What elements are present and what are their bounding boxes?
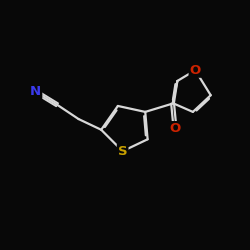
Text: S: S xyxy=(118,145,128,158)
Text: O: O xyxy=(190,64,201,77)
Text: O: O xyxy=(169,122,180,135)
Text: N: N xyxy=(30,85,41,98)
